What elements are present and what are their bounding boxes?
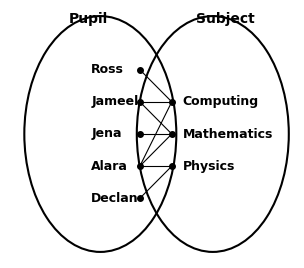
Text: Alara: Alara [91,160,128,173]
Text: Jameel: Jameel [91,95,138,108]
Text: Pupil: Pupil [68,12,108,26]
Text: Mathematics: Mathematics [182,128,273,140]
Text: Subject: Subject [195,12,254,26]
Text: Ross: Ross [91,63,124,76]
Text: Jena: Jena [91,128,122,140]
Text: Declan: Declan [91,192,139,205]
Text: Physics: Physics [182,160,235,173]
Text: Computing: Computing [182,95,258,108]
